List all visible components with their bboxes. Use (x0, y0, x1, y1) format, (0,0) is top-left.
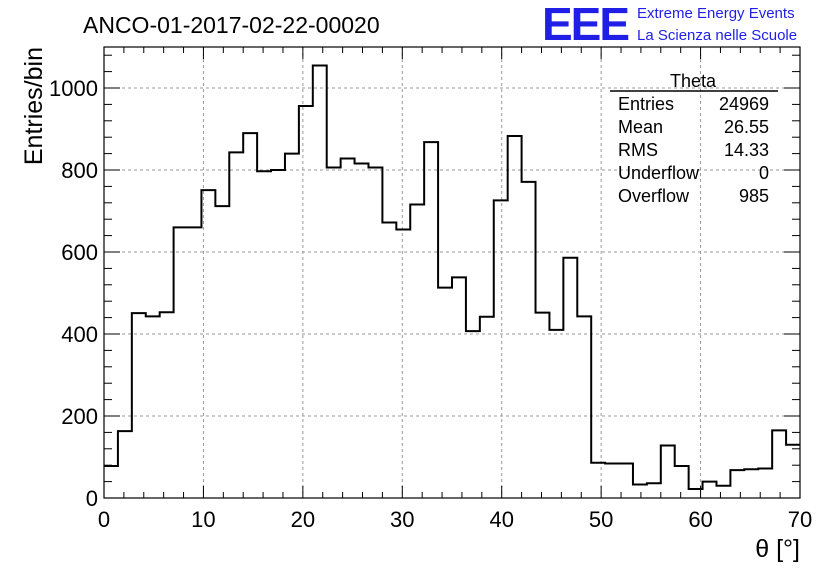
stats-row-value: 985 (739, 186, 769, 206)
stats-row-label: RMS (618, 140, 658, 160)
stats-row-value: 24969 (719, 94, 769, 114)
y-tick-labels: 0 200 400 600 800 1000 (49, 76, 98, 511)
stats-title: Theta (670, 71, 717, 91)
y-tick-label: 1000 (49, 76, 98, 101)
y-tick-label: 0 (86, 486, 98, 511)
y-tick-label: 400 (61, 322, 98, 347)
logo-line-2: La Scienza nelle Scuole (637, 27, 797, 44)
x-tick-label: 40 (489, 507, 513, 532)
x-axis-label: θ [°] (755, 535, 800, 563)
logo-mark: EEE (542, 0, 628, 50)
y-axis-label: Entries/bin (20, 47, 48, 165)
stats-box: Theta Entries 24969 Mean 26.55 RMS 14.33 Under… (610, 71, 778, 206)
x-tick-label: 50 (589, 507, 613, 532)
chart-title: ANCO-01-2017-02-22-00020 (83, 12, 380, 38)
stats-row-label: Underflow (618, 163, 700, 183)
x-tick-label: 60 (688, 507, 712, 532)
stats-row-value: 0 (759, 163, 769, 183)
histogram-line (104, 64, 800, 490)
x-tick-labels: 0 10 20 30 40 50 60 70 (98, 507, 812, 532)
histogram-step-line (104, 64, 800, 490)
plot-frame (103, 46, 801, 499)
y-tick-label: 600 (61, 240, 98, 265)
axis-ticks (103, 47, 801, 499)
stats-row-label: Mean (618, 117, 663, 137)
stats-row-value: 14.33 (724, 140, 769, 160)
x-tick-label: 0 (98, 507, 110, 532)
y-tick-label: 800 (61, 158, 98, 183)
eee-logo: EEE Extreme Energy Events La Scienza nel… (542, 0, 797, 50)
grid-lines (104, 47, 800, 498)
stats-row-label: Overflow (618, 186, 690, 206)
y-tick-label: 200 (61, 404, 98, 429)
x-tick-label: 10 (191, 507, 215, 532)
logo-line-1: Extreme Energy Events (637, 5, 795, 22)
x-tick-label: 30 (390, 507, 414, 532)
x-tick-label: 20 (291, 507, 315, 532)
x-tick-label: 70 (788, 507, 812, 532)
stats-rows: Entries 24969 Mean 26.55 RMS 14.33 Underflow 0 O… (618, 94, 769, 206)
stats-row-value: 26.55 (724, 117, 769, 137)
stats-row-label: Entries (618, 94, 674, 114)
